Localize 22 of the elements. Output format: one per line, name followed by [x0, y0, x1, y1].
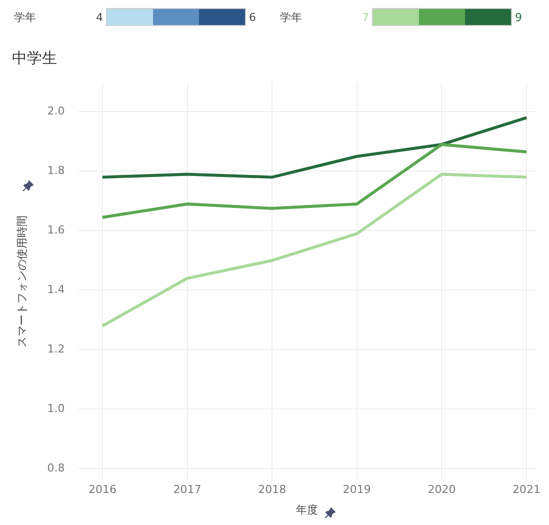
x-tick-label: 2018 [258, 483, 286, 496]
text: 学年 [14, 10, 37, 24]
x-tick-label: 2020 [428, 483, 456, 496]
legend-label: 9 [515, 10, 522, 24]
text: 7 [362, 10, 369, 24]
text: 4 [96, 10, 103, 24]
y-tick-label: 1.0 [47, 402, 65, 416]
y-axis-title: スマートフォンの使用時間 [15, 215, 28, 348]
text: 6 [249, 10, 256, 24]
x-axis-title: 年度 [296, 503, 318, 516]
x-tick-label: 2021 [512, 483, 541, 496]
y-tick-label: 1.8 [47, 164, 65, 178]
y-tick-label: 1.6 [47, 224, 65, 237]
x-tick-label: 2019 [342, 483, 371, 496]
y-tick-label: 1.4 [47, 283, 65, 296]
x-tick-label: 2016 [88, 483, 116, 496]
chart-title: 中学生 [12, 48, 57, 67]
y-tick-label: 0.8 [47, 462, 65, 475]
y-tick-label: 1.2 [47, 342, 65, 356]
legend-title: 学年 [280, 10, 303, 24]
x-tick-label: 2017 [173, 483, 202, 496]
y-tick-label: 2.0 [47, 104, 65, 118]
